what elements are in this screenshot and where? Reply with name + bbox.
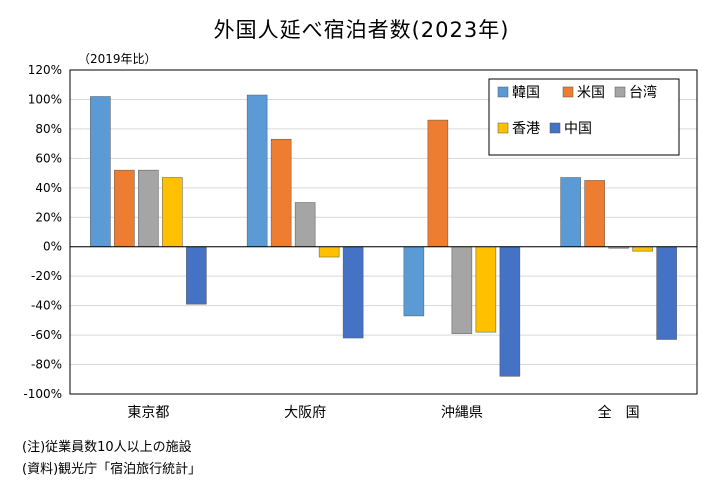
bar-韓国-2 [403,246,425,317]
bar-米国-2 [427,119,449,247]
legend-label: 香港 [512,121,540,137]
y-tick-label: 60% [35,151,62,165]
y-tick-label: -20% [31,269,62,283]
bar-中国-3 [656,246,677,340]
bar-香港-0 [162,177,183,247]
legend-label: 中国 [564,121,592,137]
category-label: 大阪府 [284,405,326,421]
y-tick-label: 120% [28,63,62,77]
legend-swatch [614,86,626,98]
bar-香港-1 [318,246,340,258]
y-tick-label: 100% [28,92,62,106]
bar-台湾-1 [294,202,316,247]
category-label: 東京都 [127,405,169,421]
category-labels: 東京都 大阪府 沖縄県 全 国 [127,404,639,421]
chart-title: 外国人延べ宿泊者数(2023年) [213,18,510,42]
y-tick-label: 80% [35,122,62,136]
legend-label: 韓国 [512,85,540,101]
bar-中国-2 [499,246,521,377]
y-tick-labels: 120% 100% 80% 60% 40% 20% 0% -20% -40% -60% -80% -1… [23,63,62,401]
bar-中国-0 [186,246,207,305]
bars [90,94,677,377]
bar-台湾-0 [138,169,159,247]
legend-swatch [549,122,561,134]
bar-米国-1 [270,138,292,247]
category-label: 全 国 [598,404,640,421]
bar-米国-3 [584,180,605,247]
legend-box [488,78,680,156]
y-tick-label: -60% [31,328,62,342]
footnote-source: (資料)観光庁「宿泊旅行統計」 [22,462,202,477]
y-tick-label: -40% [31,299,62,313]
legend-swatch [562,86,574,98]
bar-韓国-3 [560,177,581,247]
bar-台湾-2 [451,246,473,334]
plot-border [69,69,698,395]
y-tick-label: -100% [23,387,62,401]
bar-韓国-1 [246,94,268,247]
legend-label: 米国 [577,85,605,101]
y-tick-label: -80% [31,358,62,372]
bar-香港-3 [632,246,653,252]
bar-米国-0 [114,169,135,247]
bar-中国-1 [342,246,364,339]
legend-swatch [497,86,509,98]
bar-韓国-0 [90,96,111,247]
footnote-note: (注)従業員数10人以上の施設 [22,440,192,455]
y-axis-unit-label: （2019年比） [78,52,157,66]
legend-swatch [497,122,509,134]
bar-香港-2 [475,246,497,333]
y-tick-label: 20% [35,210,62,224]
y-tick-label: 40% [35,181,62,195]
y-tick-label: 0% [43,240,62,254]
legend-label: 台湾 [629,84,657,101]
category-label: 沖縄県 [441,405,483,421]
axes [69,69,698,395]
